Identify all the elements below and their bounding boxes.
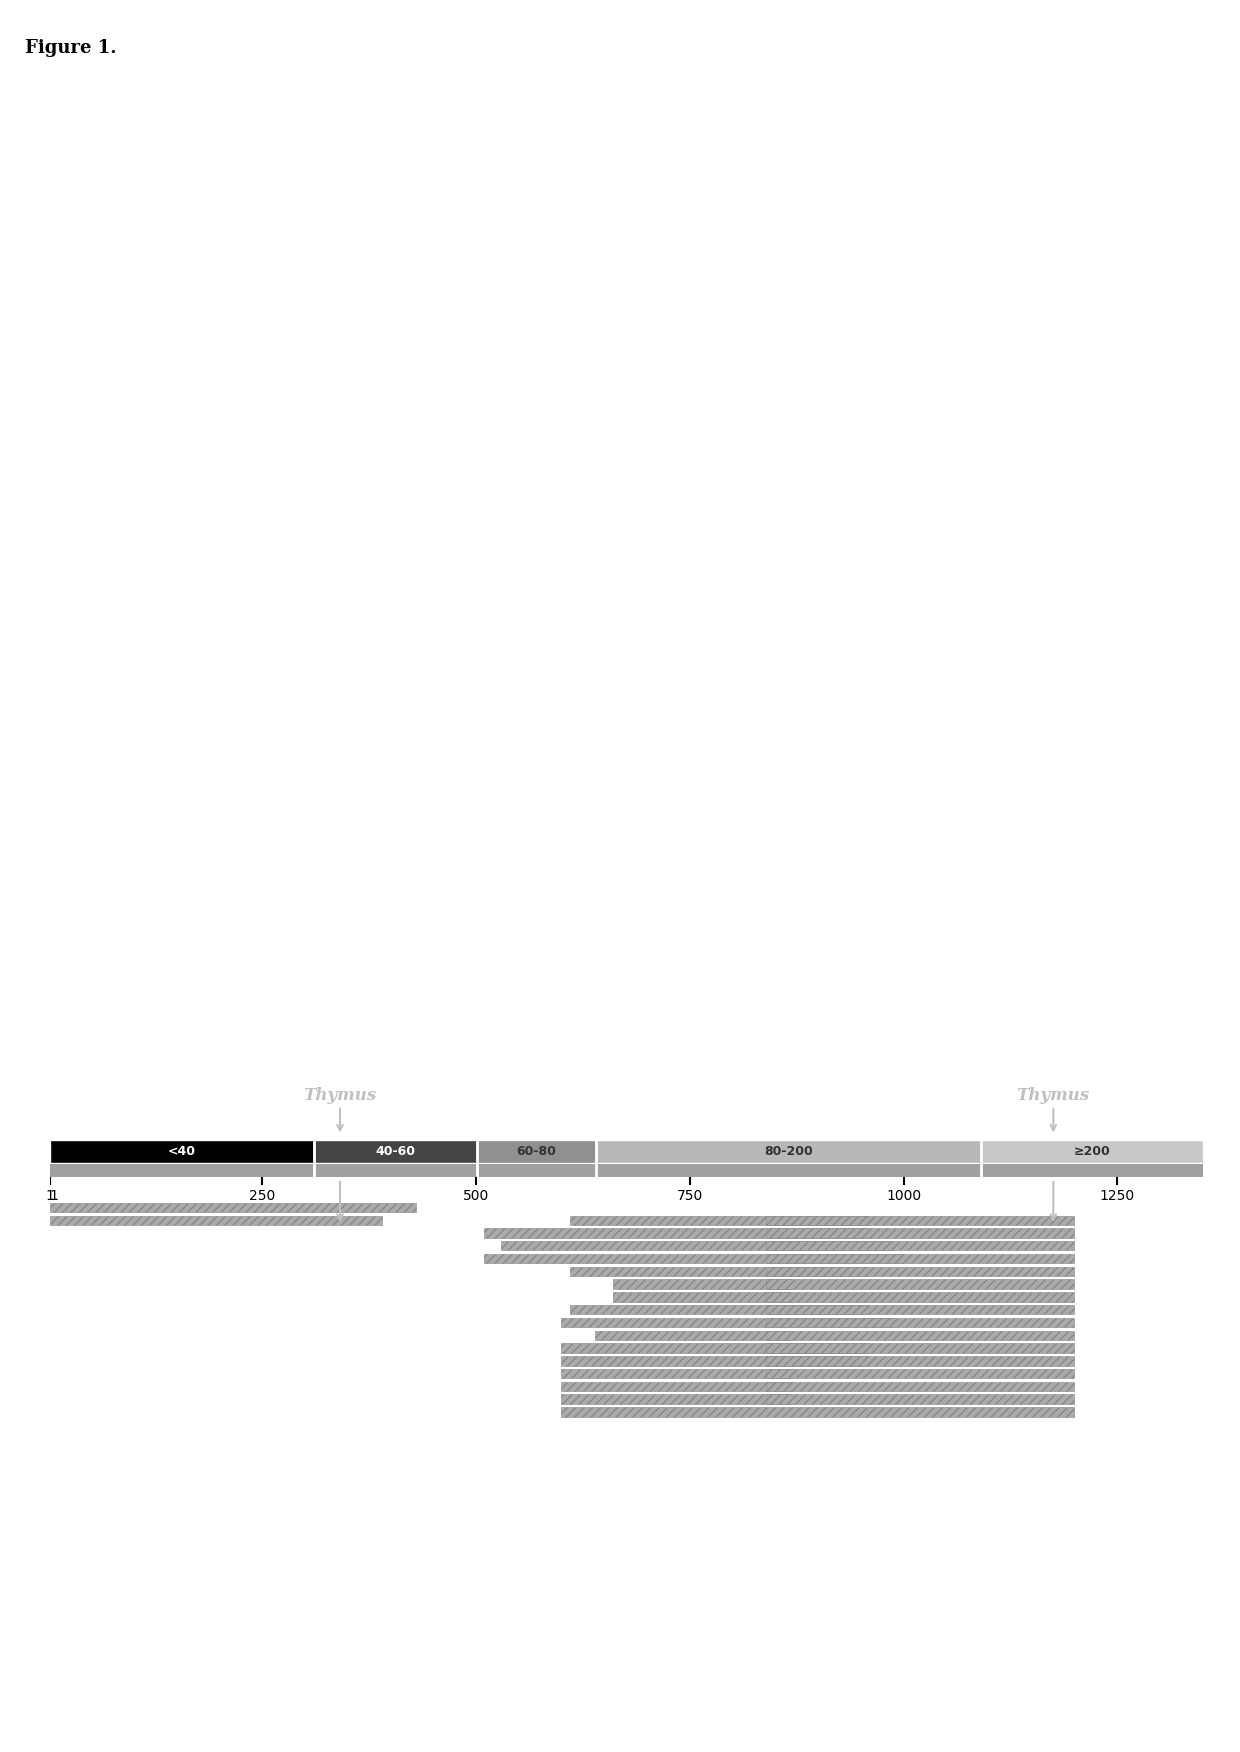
- Bar: [570, 1216, 869, 1225]
- Bar: [766, 1395, 1074, 1403]
- Text: 1250: 1250: [1100, 1188, 1135, 1202]
- Text: Figure 1.: Figure 1.: [25, 39, 117, 56]
- Bar: [562, 1407, 1074, 1417]
- Text: 60-80: 60-80: [517, 1146, 557, 1158]
- Bar: [766, 1305, 1074, 1314]
- Bar: [501, 1240, 894, 1251]
- Bar: [766, 1254, 1074, 1263]
- Text: ≥200: ≥200: [1074, 1146, 1110, 1158]
- Bar: [766, 1382, 1074, 1391]
- Bar: [485, 1228, 869, 1237]
- Bar: [766, 1344, 1074, 1353]
- Bar: [562, 1356, 869, 1365]
- Bar: [562, 1382, 792, 1391]
- Bar: [562, 1318, 894, 1328]
- Bar: [476, 1141, 596, 1163]
- Bar: [562, 1344, 869, 1353]
- Bar: [766, 1330, 1074, 1340]
- Bar: [570, 1305, 869, 1314]
- Bar: [50, 1204, 417, 1212]
- Text: 1000: 1000: [887, 1188, 921, 1202]
- Bar: [981, 1141, 1203, 1163]
- Bar: [766, 1318, 1074, 1328]
- Bar: [766, 1279, 1074, 1289]
- Bar: [766, 1356, 1074, 1365]
- Bar: [50, 1216, 382, 1225]
- Bar: [766, 1368, 1074, 1379]
- Text: 500: 500: [463, 1188, 490, 1202]
- Text: 750: 750: [677, 1188, 703, 1202]
- Text: <40: <40: [167, 1146, 196, 1158]
- Bar: [562, 1395, 792, 1403]
- Text: 80-200: 80-200: [764, 1146, 813, 1158]
- Bar: [613, 1279, 792, 1289]
- Text: 40-60: 40-60: [376, 1146, 415, 1158]
- Bar: [766, 1216, 1074, 1225]
- Bar: [766, 1228, 1074, 1237]
- Bar: [570, 1267, 869, 1275]
- Bar: [766, 1240, 1074, 1251]
- Bar: [596, 1141, 981, 1163]
- Bar: [766, 1293, 1074, 1302]
- Bar: [595, 1330, 792, 1340]
- Bar: [50, 1141, 315, 1163]
- Bar: [50, 1163, 1203, 1177]
- Bar: [613, 1293, 792, 1302]
- Bar: [485, 1254, 903, 1263]
- Text: 250: 250: [249, 1188, 275, 1202]
- Text: 1: 1: [50, 1188, 58, 1202]
- Bar: [315, 1141, 476, 1163]
- Text: 1: 1: [45, 1188, 55, 1202]
- Bar: [562, 1368, 792, 1379]
- Text: Thymus: Thymus: [1017, 1086, 1090, 1104]
- Bar: [766, 1267, 1074, 1275]
- Text: Thymus: Thymus: [304, 1086, 377, 1104]
